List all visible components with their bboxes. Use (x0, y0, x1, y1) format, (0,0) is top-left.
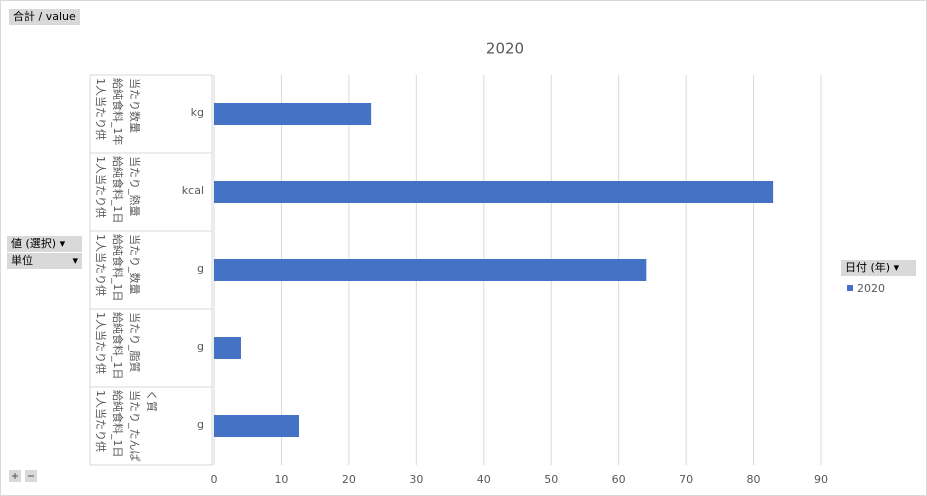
category-label: 1人当たり供給純食料_1日当たり_熱量 (94, 156, 141, 224)
x-tick-label: 20 (342, 473, 356, 486)
x-tick-label: 40 (477, 473, 491, 486)
subcategory-label: kcal (181, 184, 204, 197)
expand-icon (12, 473, 18, 479)
field-label: 単位 (11, 254, 33, 267)
subcategory-label: g (197, 340, 204, 353)
field-label: 値 (選択) (11, 237, 57, 250)
legend-swatch (847, 285, 853, 291)
x-tick-label: 0 (211, 473, 218, 486)
bar (214, 181, 774, 203)
bar (214, 259, 647, 281)
bar (214, 337, 241, 359)
subcategory-label: g (197, 262, 204, 275)
values-field-button[interactable]: 合計 / value (9, 9, 80, 25)
category-label: 1人当たり供給純食料_1年当たり数量 (94, 78, 141, 146)
legend-field-button[interactable]: 日付 (年) ▾ (841, 260, 916, 276)
axis-field-button[interactable]: 値 (選択) ▾ (7, 236, 82, 252)
subcategory-label: kg (190, 106, 204, 119)
x-tick-label: 10 (274, 473, 288, 486)
axis-field-button[interactable]: 単位 ▾ (7, 253, 82, 269)
category-label: 1人当たり供給純食料_1日当たり_脂質 (94, 312, 141, 380)
x-tick-label: 60 (612, 473, 626, 486)
bar (214, 415, 299, 437)
x-tick-label: 50 (544, 473, 558, 486)
subcategory-label: g (197, 418, 204, 431)
x-tick-label: 90 (814, 473, 828, 486)
x-tick-label: 80 (747, 473, 761, 486)
chart-title: 2020 (486, 40, 524, 58)
legend-label: 2020 (857, 282, 885, 295)
bar (214, 103, 372, 125)
legend-title: 日付 (年) (845, 261, 891, 274)
x-tick-label: 30 (409, 473, 423, 486)
category-label: 1人当たり供給純食料_1日当たり_数量 (94, 234, 141, 302)
category-label: 1人当たり供給純食料_1日当たり_たんぱく質 (94, 390, 158, 462)
x-tick-label: 70 (679, 473, 693, 486)
